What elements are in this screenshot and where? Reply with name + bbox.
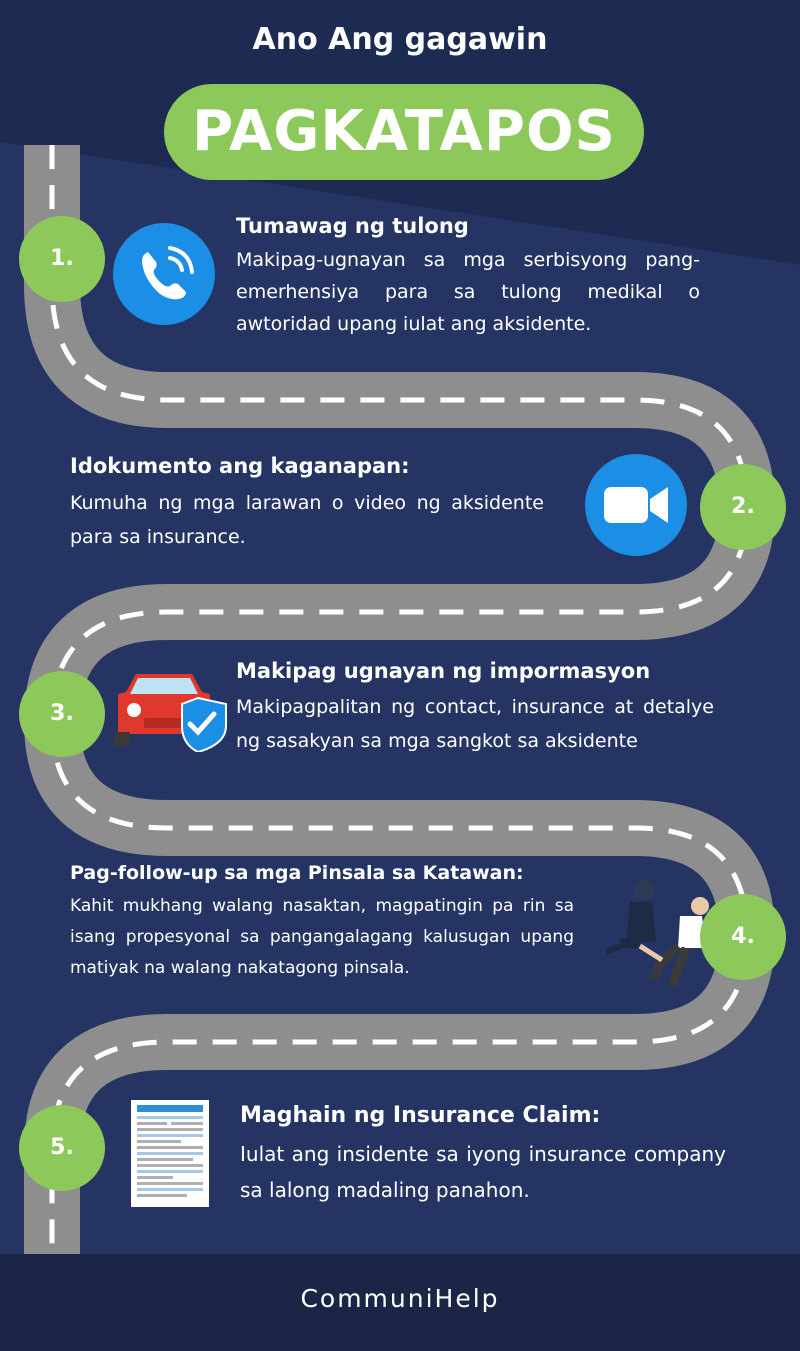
step-3-heading: Makipag ugnayan ng impormasyon	[236, 659, 651, 683]
step-1-text: Makipag-ugnayan sa mga serbisyong pang-e…	[236, 249, 700, 335]
phone-call-icon	[113, 223, 215, 325]
page-title: PAGKATAPOS	[164, 84, 644, 180]
step-1-heading: Tumawag ng tulong	[236, 214, 469, 238]
claim-form-icon	[131, 1100, 209, 1207]
step-4-heading: Pag-follow-up sa mga Pinsala sa Katawan:	[70, 862, 524, 884]
footer-brand: CommuniHelp	[300, 1284, 500, 1313]
step-4-badge: 4.	[700, 894, 786, 980]
step-3-badge: 3.	[19, 671, 105, 757]
step-2-text: Kumuha ng mga larawan o video ng aksiden…	[70, 492, 544, 548]
step-4-text: Kahit mukhang walang nasaktan, magpating…	[70, 896, 574, 978]
video-camera-icon	[585, 454, 687, 556]
step-1-badge: 1.	[19, 216, 105, 302]
step-2-badge: 2.	[700, 464, 786, 550]
car-shield-icon	[114, 674, 227, 752]
page-subtitle: Ano Ang gagawin	[252, 22, 548, 57]
step-5-badge: 5.	[19, 1105, 105, 1191]
first-aid-people-icon	[604, 880, 709, 988]
footer-bar	[0, 1254, 800, 1351]
step-5-text: Iulat ang insidente sa iyong insurance c…	[240, 1142, 726, 1202]
step-3-text: Makipagpalitan ng contact, insurance at …	[236, 696, 714, 752]
step-5-heading: Maghain ng Insurance Claim:	[240, 1103, 601, 1128]
step-2-heading: Idokumento ang kaganapan:	[70, 454, 410, 478]
